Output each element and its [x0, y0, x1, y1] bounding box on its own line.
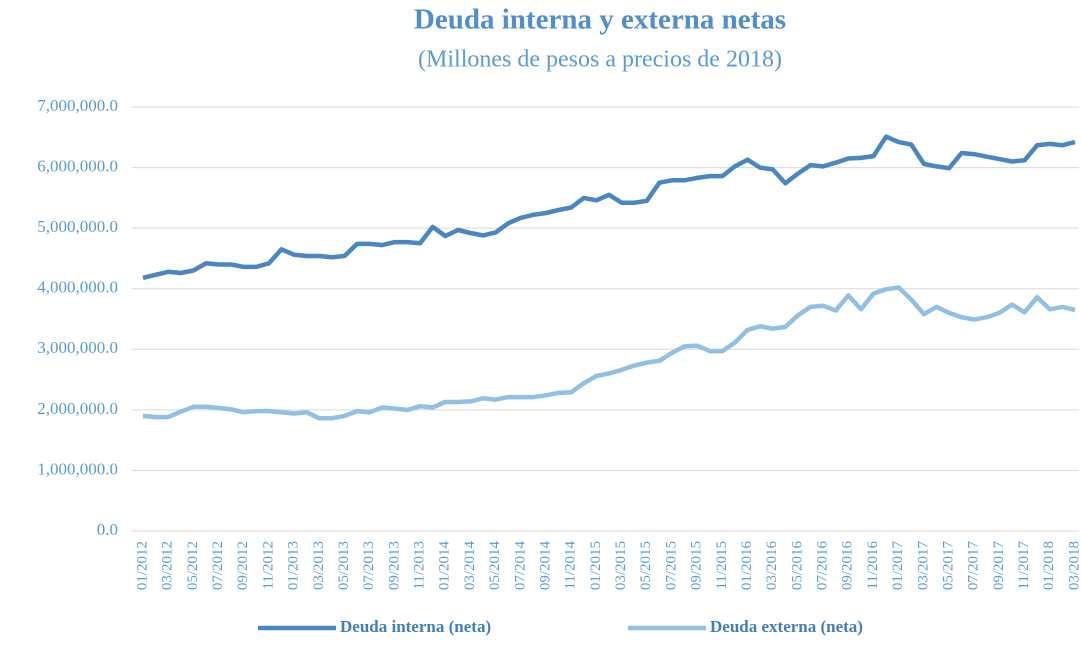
data-line: [142, 285, 1076, 421]
x-tick-label: 07/2017: [966, 541, 982, 591]
x-tick-label: 01/2012: [134, 541, 150, 590]
x-tick-label: 07/2014: [512, 541, 528, 591]
legend-label: Deuda externa (neta): [710, 617, 863, 636]
x-tick-label: 11/2014: [563, 541, 579, 590]
y-tick-label: 4,000,000.0: [37, 278, 118, 297]
x-tick-label: 03/2013: [311, 541, 327, 590]
x-tick-label: 09/2012: [235, 541, 251, 590]
chart-title: Deuda interna y externa netas: [414, 4, 786, 36]
x-tick-label: 03/2015: [613, 541, 629, 590]
x-tick-label: 05/2016: [789, 541, 805, 591]
x-tick-label: 07/2012: [210, 541, 226, 590]
x-tick-label: 11/2017: [1016, 541, 1032, 590]
x-tick-label: 03/2012: [160, 541, 176, 590]
x-tick-label: 09/2014: [537, 541, 553, 591]
y-tick-label: 3,000,000.0: [37, 338, 118, 357]
x-tick-label: 09/2016: [840, 541, 856, 591]
y-tick-label: 0.0: [97, 520, 118, 539]
x-tick-label: 05/2012: [185, 541, 201, 590]
x-tick-label: 03/2014: [462, 541, 478, 591]
x-tick-label: 05/2014: [487, 541, 503, 591]
y-tick-label: 6,000,000.0: [37, 156, 118, 175]
x-tick-label: 11/2013: [412, 541, 428, 590]
x-tick-label: 03/2016: [764, 541, 780, 591]
legend-label: Deuda interna (neta): [340, 617, 491, 636]
y-tick-label: 5,000,000.0: [37, 217, 118, 236]
x-tick-label: 09/2015: [689, 541, 705, 590]
x-tick-label: 09/2017: [991, 541, 1007, 591]
x-tick-label: 01/2016: [739, 541, 755, 591]
x-tick-label: 05/2013: [336, 541, 352, 590]
y-tick-label: 7,000,000.0: [37, 96, 118, 115]
x-tick-label: 09/2013: [386, 541, 402, 590]
y-tick-label: 1,000,000.0: [37, 459, 118, 478]
x-tick-label: 05/2015: [638, 541, 654, 590]
chart-subtitle: (Millones de pesos a precios de 2018): [418, 47, 782, 73]
x-tick-label: 11/2015: [714, 541, 730, 590]
x-tick-label: 07/2013: [361, 541, 377, 590]
x-tick-label: 01/2014: [437, 541, 453, 591]
data-line: [142, 134, 1076, 280]
x-tick-label: 11/2012: [260, 541, 276, 590]
x-tick-label: 07/2016: [815, 541, 831, 591]
x-tick-label: 01/2018: [1041, 541, 1057, 590]
x-tick-label: 01/2017: [890, 541, 906, 591]
x-tick-label: 03/2017: [915, 541, 931, 591]
x-tick-label: 03/2018: [1066, 541, 1081, 590]
y-tick-label: 2,000,000.0: [37, 399, 118, 418]
x-tick-label: 11/2016: [865, 541, 881, 590]
x-tick-label: 01/2015: [588, 541, 604, 590]
x-tick-label: 07/2015: [663, 541, 679, 590]
x-tick-label: 01/2013: [286, 541, 302, 590]
x-tick-label: 05/2017: [940, 541, 956, 591]
